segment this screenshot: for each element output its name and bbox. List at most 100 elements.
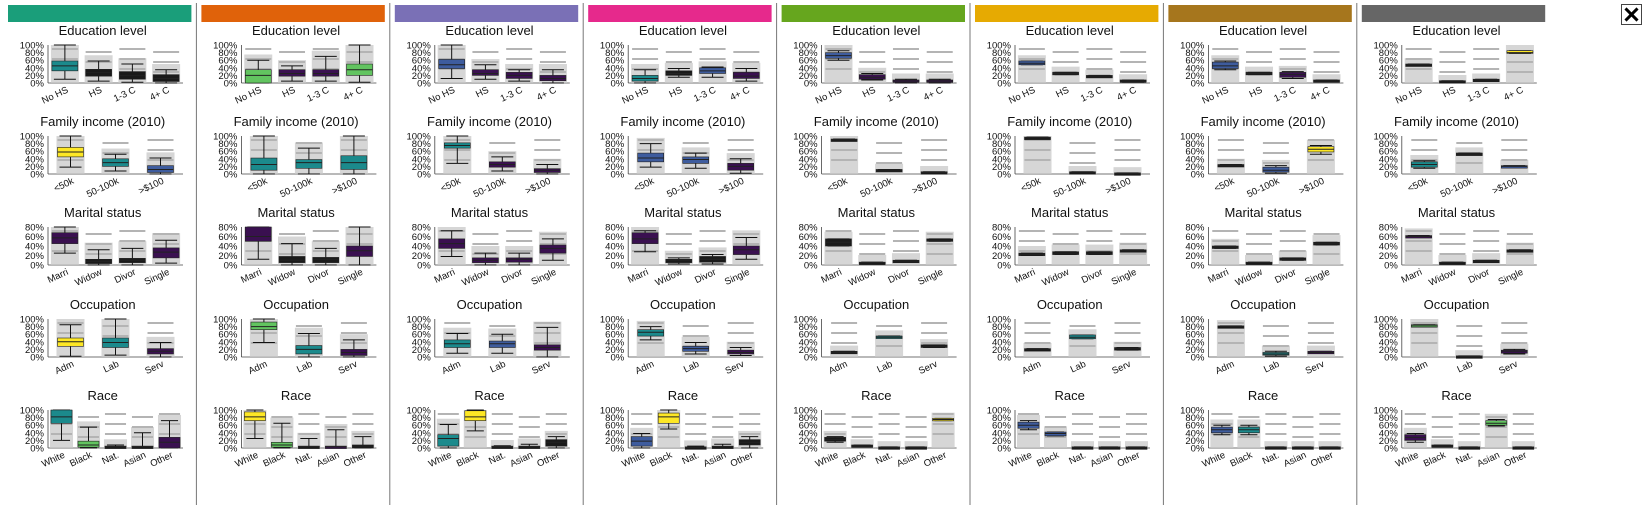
panel-title: Family income (2010) [234, 114, 359, 129]
panel-title: Occupation [1424, 297, 1490, 312]
y-tick-label: 0% [224, 353, 238, 364]
context-band [1312, 235, 1341, 265]
y-tick-label: 0% [417, 261, 431, 272]
panel-title: Occupation [843, 297, 909, 312]
box [278, 69, 306, 77]
panel-2: Marital status 80%60%40%20%0%Marri Widow Di… [1379, 205, 1537, 289]
panel-title: Marital status [1418, 205, 1496, 220]
x-tick-label: 4+ C [1309, 85, 1332, 104]
x-tick-label: 1-3 C [112, 85, 138, 105]
y-tick-label: 40% [1185, 154, 1205, 165]
x-tick-label: No HS [1394, 85, 1424, 107]
y-tick-label: 60% [605, 232, 625, 243]
context-band [1264, 441, 1288, 448]
y-tick-label: 80% [605, 48, 625, 59]
y-tick-label: 100% [1373, 41, 1398, 52]
y-tick-label: 60% [605, 330, 625, 341]
x-tick-label: HS [1441, 85, 1458, 101]
x-tick-label: Serv [1110, 359, 1133, 377]
y-tick-label: 20% [1185, 436, 1205, 447]
y-tick-label: 0% [224, 444, 238, 455]
x-tick-label: Single [530, 267, 559, 288]
panel-title: Race [281, 388, 311, 403]
y-tick-label: 40% [992, 337, 1012, 348]
x-tick-label: 50-100k [1439, 176, 1475, 201]
x-tick-label: Asian [702, 450, 728, 470]
y-tick-label: 100% [600, 315, 625, 326]
y-tick-label: 100% [406, 132, 431, 143]
y-tick-label: 60% [1185, 56, 1205, 67]
y-tick-label: 20% [992, 71, 1012, 82]
y-tick-label: 80% [1185, 139, 1205, 150]
context-band [490, 440, 514, 448]
context-band [1306, 139, 1335, 174]
box [244, 226, 272, 242]
y-tick-label: 80% [992, 413, 1012, 424]
box [472, 69, 499, 76]
x-tick-label: >$100 [1104, 176, 1133, 197]
y-tick-label: 80% [1379, 413, 1399, 424]
y-tick-label: 80% [992, 322, 1012, 333]
x-tick-label: <50k [246, 176, 270, 195]
panel-title: Occupation [70, 297, 136, 312]
context-band [1113, 167, 1142, 174]
y-tick-label: 20% [605, 71, 625, 82]
panel-2: Marital status 80%60%40%20%0%Marri Widow Di… [25, 205, 183, 289]
y-tick-label: 20% [25, 436, 45, 447]
y-tick-label: 0% [1384, 444, 1398, 455]
y-tick-label: 80% [992, 48, 1012, 59]
panel-1: Family income (2010) 100%80%60%40%20%0% <5… [213, 114, 377, 200]
panel-0: Education level 100%80%60%40%20%0%No HS HS… [793, 23, 957, 107]
panel-title: Family income (2010) [427, 114, 552, 129]
context-band [1318, 441, 1342, 448]
x-tick-label: Other [1309, 450, 1335, 470]
panel-0: Education level 100%80%60%40%20%0%No HS HS… [987, 23, 1150, 107]
y-tick-label: 20% [25, 251, 45, 262]
x-tick-label: 4+ C [148, 85, 171, 104]
x-tick-label: Serv [1497, 359, 1520, 377]
y-tick-label: 80% [412, 139, 432, 150]
panel-title: Education level [1219, 23, 1307, 38]
x-tick-label: <50k [826, 176, 850, 195]
y-tick-label: 40% [605, 63, 625, 74]
x-tick-label: Serv [337, 359, 360, 377]
y-tick-label: 60% [992, 232, 1012, 243]
panel-3: Occupation 100%80%60%40%20%0% Adm Lab Serv [600, 297, 764, 377]
panel-3: Occupation 100%80%60%40%20%0% Adm Lab Serv [1180, 297, 1344, 377]
x-tick-label: Lab [102, 359, 121, 376]
x-tick-label: HS [87, 85, 104, 101]
y-tick-label: 60% [992, 56, 1012, 67]
y-tick-label: 0% [804, 444, 818, 455]
panel-1: Family income (2010) 100%80%60%40%20%0% <5… [793, 114, 957, 200]
y-tick-label: 60% [1379, 147, 1399, 158]
panel-title: Marital status [1031, 205, 1109, 220]
y-tick-label: 80% [605, 413, 625, 424]
x-tick-label: No HS [814, 85, 844, 107]
y-tick-label: 100% [987, 132, 1012, 143]
y-tick-label: 80% [799, 413, 819, 424]
x-tick-label: Nat. [487, 450, 507, 467]
x-tick-label: Nat. [100, 450, 120, 467]
x-tick-label: Lab [1262, 359, 1281, 376]
context-band [1016, 414, 1041, 448]
x-tick-label: Asian [508, 450, 534, 470]
x-tick-label: 4+ C [1115, 85, 1138, 104]
y-tick-label: 40% [605, 428, 625, 439]
x-tick-label: 4+ C [342, 85, 365, 104]
x-tick-label: Divor [1273, 267, 1298, 286]
y-tick-label: 40% [605, 154, 625, 165]
panel-3: Occupation 100%80%60%40%20%0% Adm Lab Serv [1373, 297, 1537, 377]
context-band [1511, 441, 1535, 448]
y-tick-label: 20% [25, 345, 45, 356]
context-band [1245, 255, 1274, 265]
panel-title: Marital status [451, 205, 529, 220]
panel-4: Race 100%80%60%40%20%0%White Black Nat. Asia… [213, 388, 377, 470]
y-tick-label: 0% [997, 170, 1011, 181]
close-button[interactable] [1621, 4, 1642, 25]
box [488, 340, 516, 348]
cluster-header-bar [1361, 5, 1546, 22]
y-tick-label: 20% [1185, 71, 1205, 82]
x-tick-label: <50k [439, 176, 463, 195]
box [77, 440, 100, 448]
y-tick-label: 100% [213, 132, 238, 143]
